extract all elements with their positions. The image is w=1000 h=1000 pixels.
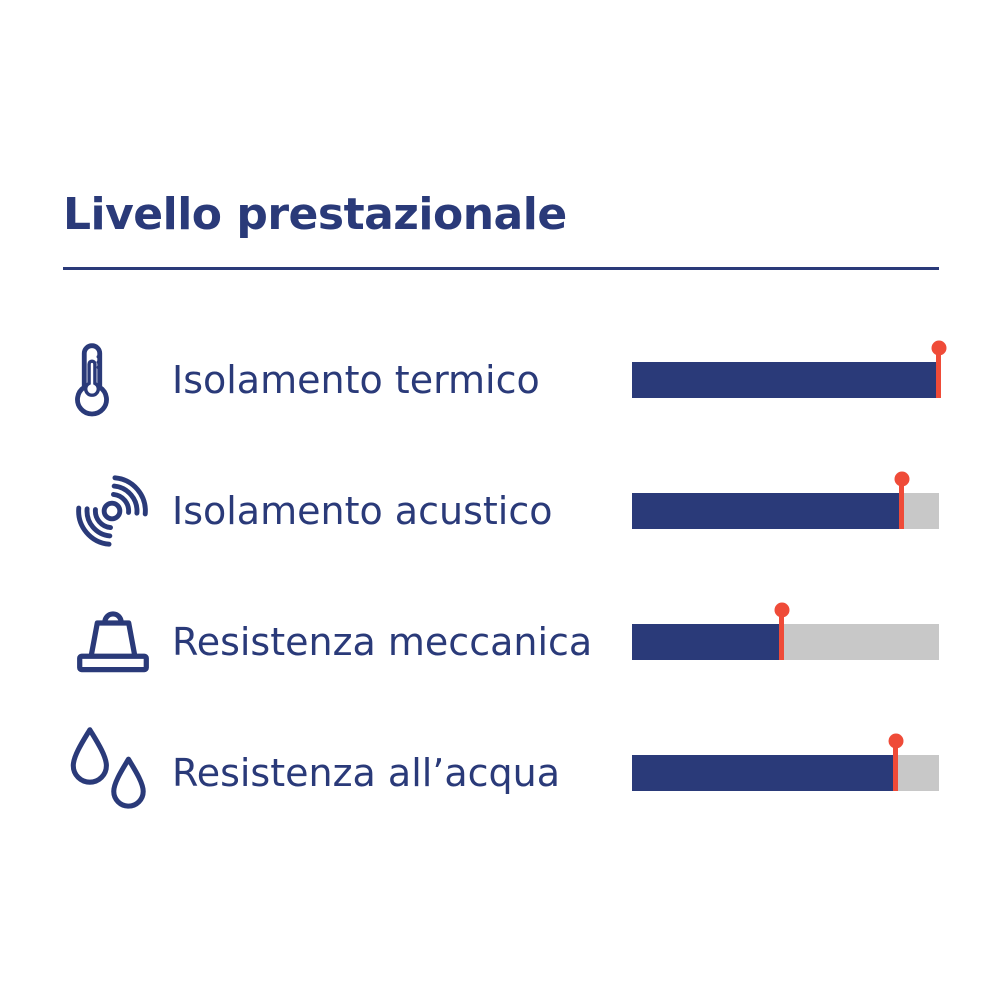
row-label: Resistenza meccanica bbox=[172, 620, 593, 665]
row-resistenza-acqua: Resistenza all’acqua bbox=[63, 708, 939, 839]
bar-pin-marker bbox=[931, 340, 946, 399]
bar-fill bbox=[632, 755, 897, 792]
pin-head bbox=[888, 733, 904, 749]
pin-head bbox=[774, 602, 790, 618]
bar-pin-marker bbox=[774, 602, 790, 661]
bar-fill bbox=[632, 624, 783, 661]
row-isolamento-termico: Isolamento termico bbox=[63, 315, 946, 446]
row-isolamento-acustico: Isolamento acustico bbox=[63, 446, 939, 577]
sound-waves-icon bbox=[63, 462, 163, 560]
bar-pin-marker bbox=[888, 733, 904, 792]
row-resistenza-meccanica: Resistenza meccanica bbox=[63, 577, 939, 708]
water-drops-icon bbox=[63, 727, 163, 819]
page-title: Livello prestazionale bbox=[63, 189, 567, 240]
bar-track bbox=[632, 733, 939, 792]
bar-track bbox=[632, 471, 939, 530]
title-underline bbox=[63, 266, 939, 270]
weight-icon bbox=[63, 603, 163, 681]
thermometer-icon bbox=[63, 338, 163, 422]
pin-head bbox=[894, 471, 910, 487]
bar-fill bbox=[632, 493, 903, 530]
performance-rows: Isolamento termico bbox=[63, 315, 946, 839]
bar-fill bbox=[632, 362, 939, 399]
row-label: Isolamento termico bbox=[172, 358, 540, 403]
bar-track bbox=[632, 602, 939, 661]
row-label: Resistenza all’acqua bbox=[172, 751, 561, 796]
pin-head bbox=[931, 340, 946, 356]
bar-pin-marker bbox=[894, 471, 910, 530]
bar-track bbox=[632, 340, 946, 399]
row-label: Isolamento acustico bbox=[172, 489, 553, 534]
